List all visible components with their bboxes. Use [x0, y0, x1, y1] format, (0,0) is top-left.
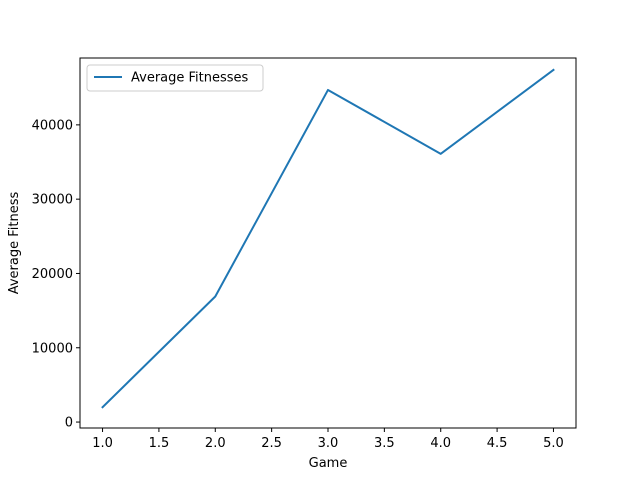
legend-box [86, 64, 264, 92]
x-tick-label: 2.0 [205, 436, 226, 451]
x-tick-label: 4.0 [430, 436, 451, 451]
plot-area [80, 58, 576, 428]
y-tick-label: 40000 [32, 118, 73, 133]
y-tick-label: 0 [65, 416, 73, 431]
series-line-average-fitnesses [101, 68, 555, 409]
x-tick-label: 5.0 [543, 436, 564, 451]
x-tick-label: 1.5 [149, 436, 170, 451]
x-tick-label: 2.5 [261, 436, 282, 451]
x-tick-label: 4.5 [487, 436, 508, 451]
x-tick-label: 3.5 [374, 436, 395, 451]
plot-frame [79, 57, 577, 429]
x-axis-title: Game [309, 456, 348, 471]
y-tick-label: 10000 [32, 341, 73, 356]
x-tick-label: 3.0 [318, 436, 339, 451]
x-tick-label: 1.0 [92, 436, 113, 451]
legend-label-average-fitnesses: Average Fitnesses [131, 71, 249, 86]
x-axis-ticks: 1.0 1.5 2.0 2.5 3.0 3.5 4.0 4.5 5.0 [92, 428, 564, 451]
y-axis-title: Average Fitness [7, 192, 22, 295]
y-tick-label: 20000 [32, 267, 73, 282]
series-layer [101, 68, 555, 409]
legend: Average Fitnesses [86, 64, 264, 92]
y-tick-label: 30000 [32, 193, 73, 208]
y-axis-ticks: 0 10000 20000 30000 40000 [32, 118, 80, 431]
